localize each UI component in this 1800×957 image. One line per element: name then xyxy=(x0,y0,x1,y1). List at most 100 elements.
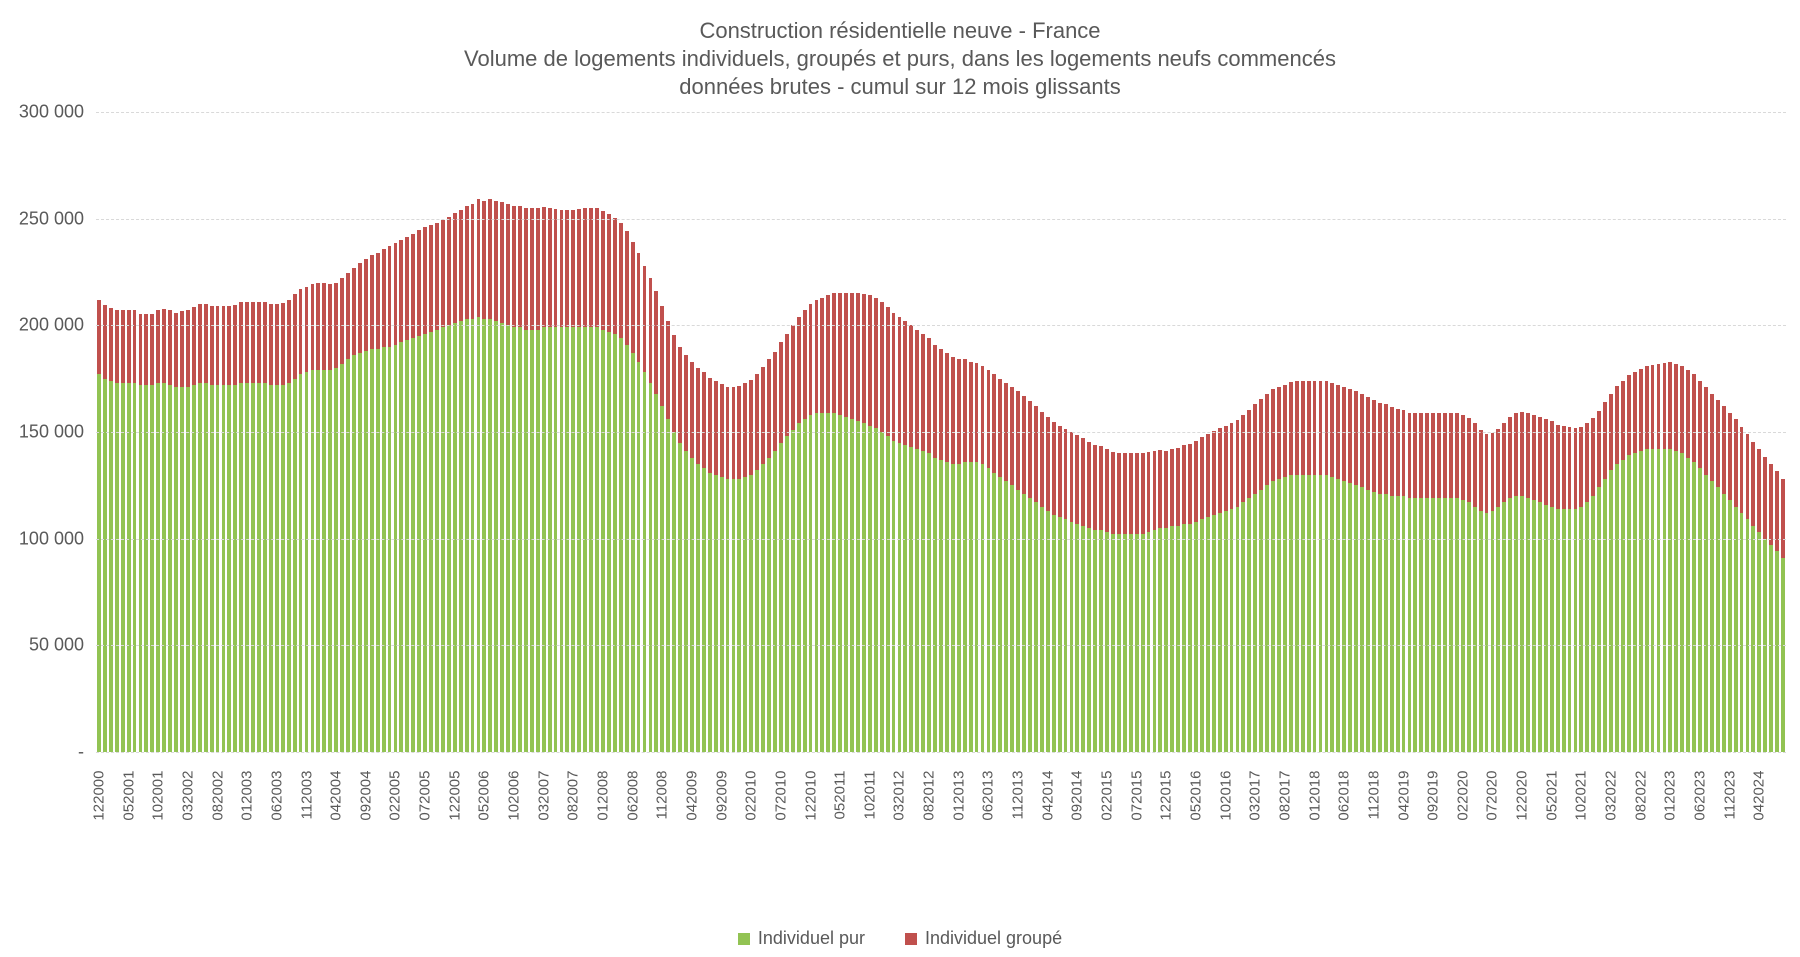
bar-segment-pur xyxy=(162,383,166,752)
bar-segment-groupe xyxy=(423,227,427,334)
bar-segment-groupe xyxy=(1651,365,1655,449)
bar-segment-groupe xyxy=(886,307,890,436)
bar-segment-pur xyxy=(909,447,913,752)
bar-segment-groupe xyxy=(1491,433,1495,511)
bar-segment-pur xyxy=(761,464,765,752)
gridline xyxy=(96,539,1786,540)
bar-segment-pur xyxy=(1123,534,1127,752)
bar-segment-pur xyxy=(1372,492,1376,752)
bar-segment-groupe xyxy=(1627,375,1631,455)
bar-segment-groupe xyxy=(1348,389,1352,483)
bar-segment-pur xyxy=(1224,511,1228,752)
bar-segment-groupe xyxy=(435,223,439,330)
bar-segment-groupe xyxy=(1360,394,1364,488)
gridline xyxy=(96,219,1786,220)
bar-segment-pur xyxy=(133,383,137,752)
bar-segment-pur xyxy=(1289,475,1293,752)
bar-segment-pur xyxy=(1485,513,1489,752)
bar-segment-groupe xyxy=(755,374,759,470)
bar-segment-groupe xyxy=(1508,417,1512,498)
bar-segment-groupe xyxy=(174,313,178,388)
bar-segment-pur xyxy=(121,383,125,752)
bar-segment-groupe xyxy=(1769,464,1773,545)
bar-segment-pur xyxy=(1004,481,1008,752)
bar-segment-pur xyxy=(1016,490,1020,752)
bar-segment-pur xyxy=(779,443,783,752)
bar-segment-pur xyxy=(530,330,534,752)
bar-segment-groupe xyxy=(571,210,575,327)
bar-segment-pur xyxy=(542,327,546,752)
bar-segment-groupe xyxy=(257,302,261,383)
bar-segment-groupe xyxy=(1241,415,1245,502)
bar-segment-pur xyxy=(1514,496,1518,752)
bar-segment-groupe xyxy=(643,266,647,373)
bar-segment-groupe xyxy=(1479,430,1483,511)
bar-segment-groupe xyxy=(992,374,996,472)
bar-segment-pur xyxy=(1117,534,1121,752)
bar-segment-pur xyxy=(168,385,172,752)
bar-segment-pur xyxy=(233,385,237,752)
bar-segment-pur xyxy=(482,319,486,752)
bar-segment-groupe xyxy=(1716,400,1720,487)
bar-segment-groupe xyxy=(512,206,516,328)
bar-segment-pur xyxy=(1241,502,1245,752)
bar-segment-pur xyxy=(1075,524,1079,752)
bar-segment-pur xyxy=(429,332,433,752)
bar-segment-groupe xyxy=(1413,413,1417,498)
bar-segment-pur xyxy=(1390,496,1394,752)
bar-segment-groupe xyxy=(714,381,718,475)
bar-segment-groupe xyxy=(565,210,569,327)
bar-segment-pur xyxy=(809,415,813,752)
bar-segment-pur xyxy=(257,383,261,752)
bar-segment-pur xyxy=(1579,507,1583,752)
bar-segment-pur xyxy=(1508,498,1512,752)
bar-segment-pur xyxy=(1568,509,1572,752)
bar-segment-groupe xyxy=(1153,451,1157,530)
bar-segment-groupe xyxy=(1728,413,1732,500)
bar-segment-groupe xyxy=(1117,453,1121,534)
bar-segment-pur xyxy=(696,464,700,752)
bar-segment-groupe xyxy=(1502,423,1506,502)
bar-segment-pur xyxy=(678,443,682,752)
bar-segment-groupe xyxy=(1633,372,1637,453)
bar-segment-pur xyxy=(892,441,896,752)
bar-segment-pur xyxy=(263,383,267,752)
bar-segment-groupe xyxy=(1253,404,1257,494)
bar-segment-groupe xyxy=(1746,434,1750,519)
y-tick-label: 250 000 xyxy=(0,208,84,229)
bar-segment-pur xyxy=(1734,507,1738,752)
bar-segment-pur xyxy=(275,385,279,752)
bar-segment-pur xyxy=(797,423,801,752)
bar-segment-groupe xyxy=(613,218,617,334)
bar-segment-pur xyxy=(1692,462,1696,752)
bar-segment-groupe xyxy=(1579,427,1583,507)
bar-segment-pur xyxy=(613,334,617,752)
bar-segment-pur xyxy=(1467,502,1471,752)
bar-segment-pur xyxy=(222,385,226,752)
bar-segment-pur xyxy=(1722,494,1726,752)
bar-segment-pur xyxy=(316,370,320,752)
bar-segment-groupe xyxy=(340,278,344,363)
bar-segment-groupe xyxy=(453,213,457,323)
bar-segment-groupe xyxy=(868,295,872,425)
bar-segment-pur xyxy=(791,430,795,752)
bar-segment-groupe xyxy=(1603,402,1607,479)
bar-segment-pur xyxy=(1194,522,1198,752)
bar-segment-groupe xyxy=(1194,441,1198,522)
bar-segment-pur xyxy=(1070,522,1074,752)
bar-segment-groupe xyxy=(352,268,356,355)
bar-segment-groupe xyxy=(1064,429,1068,520)
bar-segment-pur xyxy=(1301,475,1305,752)
bar-segment-groupe xyxy=(1722,406,1726,493)
bar-segment-groupe xyxy=(245,302,249,383)
y-tick-label: 200 000 xyxy=(0,315,84,336)
bar-segment-groupe xyxy=(1366,397,1370,490)
bar-segment-groupe xyxy=(1028,401,1032,498)
bar-segment-pur xyxy=(1526,498,1530,752)
bar-segment-groupe xyxy=(1461,415,1465,500)
bar-segment-groupe xyxy=(1402,410,1406,496)
bar-segment-pur xyxy=(399,342,403,752)
bar-segment-pur xyxy=(826,413,830,752)
bar-segment-pur xyxy=(1591,496,1595,752)
bar-segment-pur xyxy=(1081,526,1085,752)
